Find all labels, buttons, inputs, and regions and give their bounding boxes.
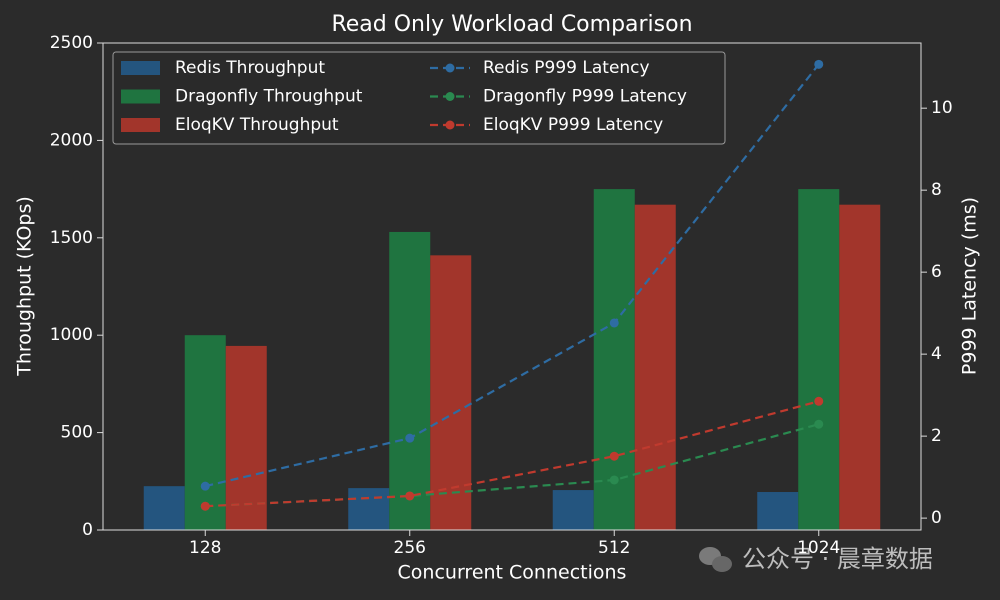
y2-tick-label: 6 [931, 262, 942, 282]
y-axis-label: Throughput (KOps) [14, 196, 36, 377]
legend-marker [445, 63, 455, 73]
plot-frame [102, 42, 922, 531]
latency-point [200, 501, 210, 511]
y-tick-label: 1500 [50, 228, 93, 248]
latency-point [609, 451, 619, 461]
x-tick-label: 1024 [797, 538, 840, 558]
bar [593, 189, 635, 530]
y2-tick-label: 8 [931, 180, 942, 200]
bar [839, 204, 881, 530]
legend-box [112, 51, 726, 145]
legend-marker [445, 92, 455, 101]
chart-title: Read Only Workload Comparison [331, 12, 692, 37]
bar [143, 486, 185, 530]
bar [389, 231, 431, 530]
y-tick-label: 1000 [50, 325, 93, 345]
legend-label: Redis Throughput [175, 58, 325, 78]
latency-point [814, 59, 824, 69]
latency-point [609, 475, 619, 485]
latency-point [405, 491, 415, 501]
y-tick-label: 0 [82, 520, 93, 540]
legend-swatch [121, 61, 160, 75]
x-tick-label: 128 [189, 538, 221, 558]
legend-label: EloqKV Throughput [175, 115, 339, 135]
latency-line [204, 63, 820, 488]
legend-label: Dragonfly Throughput [175, 87, 363, 107]
x-axis-label: Concurrent Connections [398, 562, 627, 584]
y2-tick-label: 10 [931, 98, 953, 118]
y-tick-label: 2500 [50, 33, 93, 53]
x-tick-label: 256 [394, 538, 426, 558]
x-tick-label: 512 [598, 538, 630, 558]
bar [798, 189, 840, 530]
y2-tick-label: 2 [931, 426, 942, 446]
latency-point [200, 481, 210, 491]
latency-point [609, 318, 619, 328]
legend-swatch [121, 89, 160, 104]
watermark-icon [699, 547, 732, 572]
y2-tick-label: 4 [931, 344, 942, 364]
bar [552, 490, 594, 530]
y2-axis-label: P999 Latency (ms) [959, 197, 981, 375]
latency-point [405, 433, 415, 443]
bar [184, 335, 226, 530]
latency-point [814, 419, 824, 429]
legend: Redis Throughput Dragonfly Throughput Eloq… [112, 51, 726, 145]
y-tick-label: 500 [61, 423, 93, 443]
legend-label: Dragonfly P999 Latency [483, 87, 687, 107]
y2-tick-label: 0 [931, 508, 942, 528]
legend-marker [445, 120, 455, 130]
bar [225, 345, 267, 530]
legend-label: Redis P999 Latency [483, 58, 650, 78]
bar [348, 488, 390, 530]
bar [634, 204, 676, 530]
y-tick-label: 2000 [50, 130, 93, 150]
bar [757, 492, 799, 530]
bar [430, 255, 472, 530]
legend-swatch [121, 118, 160, 132]
legend-label: EloqKV P999 Latency [483, 115, 663, 135]
watermark: 公众号 · 晨章数据 [742, 545, 933, 573]
latency-point [814, 396, 824, 406]
